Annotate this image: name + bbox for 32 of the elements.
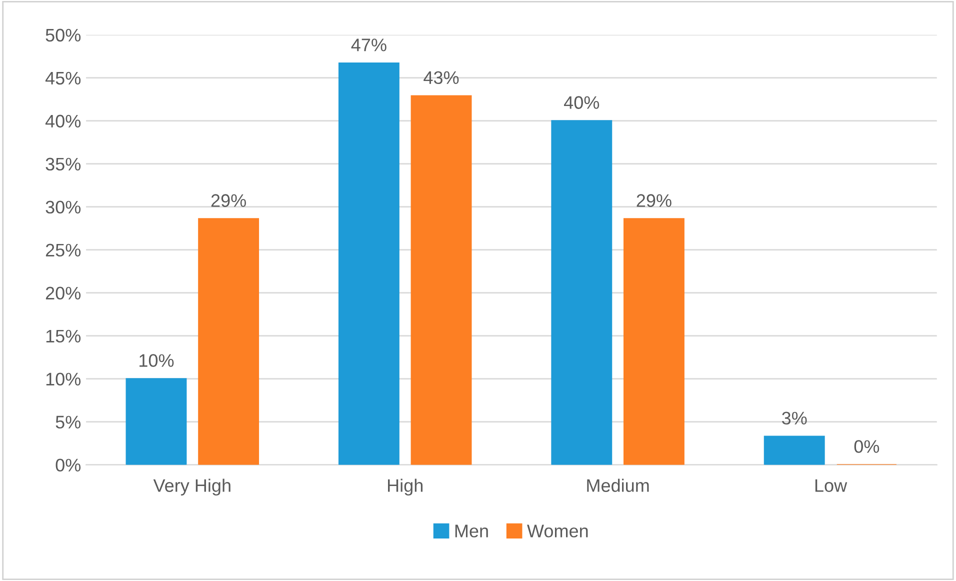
data-label: 43% [424, 71, 459, 84]
data-label: 3% [782, 412, 807, 425]
y-tick-label: 0% [56, 458, 81, 472]
legend-label: Men [455, 524, 488, 538]
bar [624, 218, 684, 465]
bar [126, 378, 187, 465]
x-tick-label: High [388, 478, 422, 496]
y-tick-label: 5% [56, 416, 81, 429]
y-tick-label: 45% [45, 72, 81, 85]
bar [551, 120, 612, 465]
y-tick-label: 10% [46, 372, 81, 386]
legend-label: Women [527, 524, 588, 538]
data-label: 47% [351, 38, 386, 52]
bar [410, 95, 472, 465]
data-label: 10% [140, 354, 174, 367]
bar [198, 218, 260, 465]
data-label: 40% [564, 96, 600, 109]
bar [764, 436, 825, 465]
x-tick-label: Low [815, 479, 848, 492]
y-tick-label: 40% [45, 114, 81, 128]
y-tick-label: 35% [46, 158, 81, 171]
y-tick-label: 30% [46, 200, 81, 214]
x-tick-label: Very High [153, 478, 230, 496]
y-tick-label: 25% [46, 244, 81, 257]
data-label: 29% [636, 194, 672, 207]
y-tick-label: 20% [46, 286, 81, 300]
data-label: 29% [211, 194, 246, 207]
y-tick-label: 15% [46, 330, 81, 343]
data-label: 0% [854, 440, 880, 453]
bar [338, 62, 400, 465]
x-tick-label: Medium [587, 478, 649, 492]
y-tick-label: 50% [46, 28, 81, 42]
